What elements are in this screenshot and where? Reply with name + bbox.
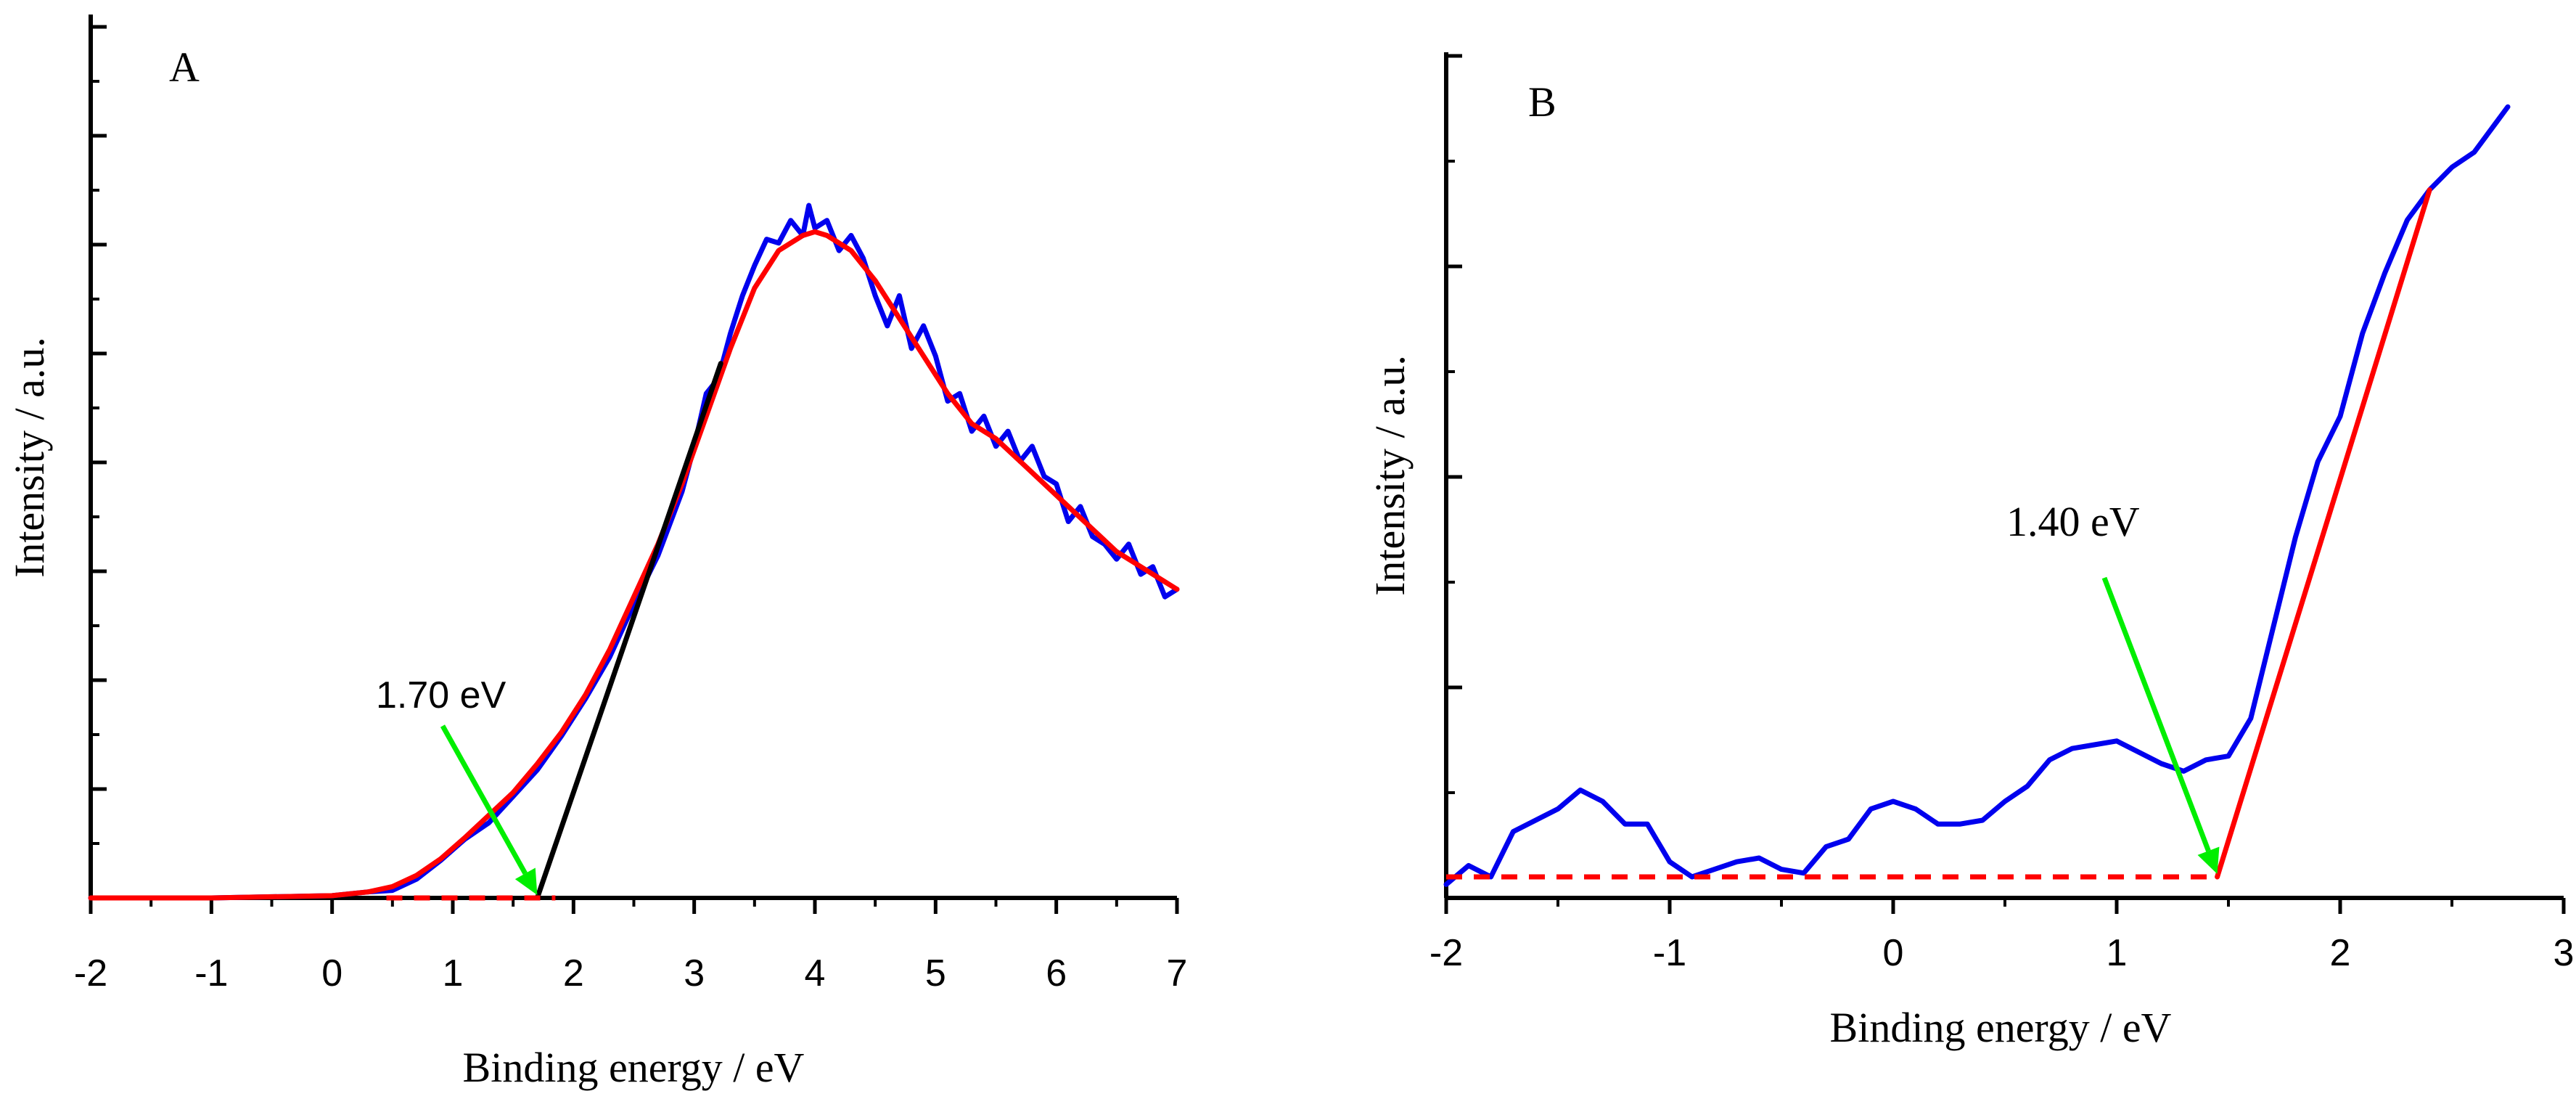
panel-a-x-axis-label: Binding energy / eV [463,1044,805,1091]
series-linear-extrapolation [534,361,723,901]
panel-b-x-axis-label: Binding energy / eV [1830,1004,2172,1051]
x-tick-label: 0 [321,952,342,994]
panel-a-annotation-label: 1.70 eV [376,674,506,716]
panel-b-letter: B [1528,78,1556,126]
panel-a-series [88,203,1180,901]
series-smoothed-fit [88,229,1180,901]
series-raw-spectrum [88,203,1180,901]
x-tick-label: 2 [563,952,584,994]
x-tick-label: 5 [925,952,946,994]
panel-a-annotation-arrowhead [514,867,538,895]
x-tick-label: 1 [443,952,464,994]
x-tick-label: 6 [1046,952,1067,994]
panel-b-annotation-label: 1.40 eV [2006,498,2140,545]
x-tick-label: 2 [2330,932,2351,974]
panel-b-ticks: -2 -1 0 1 2 3 [1429,52,2575,974]
panel-a-y-axis-label: Intensity / a.u. [6,337,53,578]
x-tick-label: -2 [1429,932,1463,974]
x-tick-label: 7 [1167,952,1188,994]
x-tick-label: -1 [1653,932,1686,974]
x-tick-label: 4 [805,952,826,994]
panel-a-letter: A [169,44,200,91]
x-tick-label: 3 [684,952,705,994]
x-tick-label: 3 [2554,932,2575,974]
panel-b-annotation-arrow [2101,576,2211,852]
panel-a-ticks: -2 -1 0 1 2 3 4 5 6 7 [74,15,1188,994]
panel-a-annotation-arrow [440,724,528,875]
x-tick-label: 1 [2107,932,2128,974]
panel-b-series [1443,104,2511,887]
panel-b-annotation-arrowhead [2197,846,2220,874]
panel-a: -2 -1 0 1 2 3 4 5 6 7 A 1.70 eV Binding energy / … [6,15,1187,1091]
x-tick-label: -1 [194,952,228,994]
series-raw-spectrum [1443,104,2511,887]
x-tick-label: -2 [74,952,107,994]
x-tick-label: 0 [1883,932,1904,974]
panel-b: -2 -1 0 1 2 3 B 1.40 eV Binding energy / eV I… [1366,52,2574,1051]
panel-b-y-axis-label: Intensity / a.u. [1366,355,1414,596]
series-linear-extrapolation [2215,187,2432,880]
